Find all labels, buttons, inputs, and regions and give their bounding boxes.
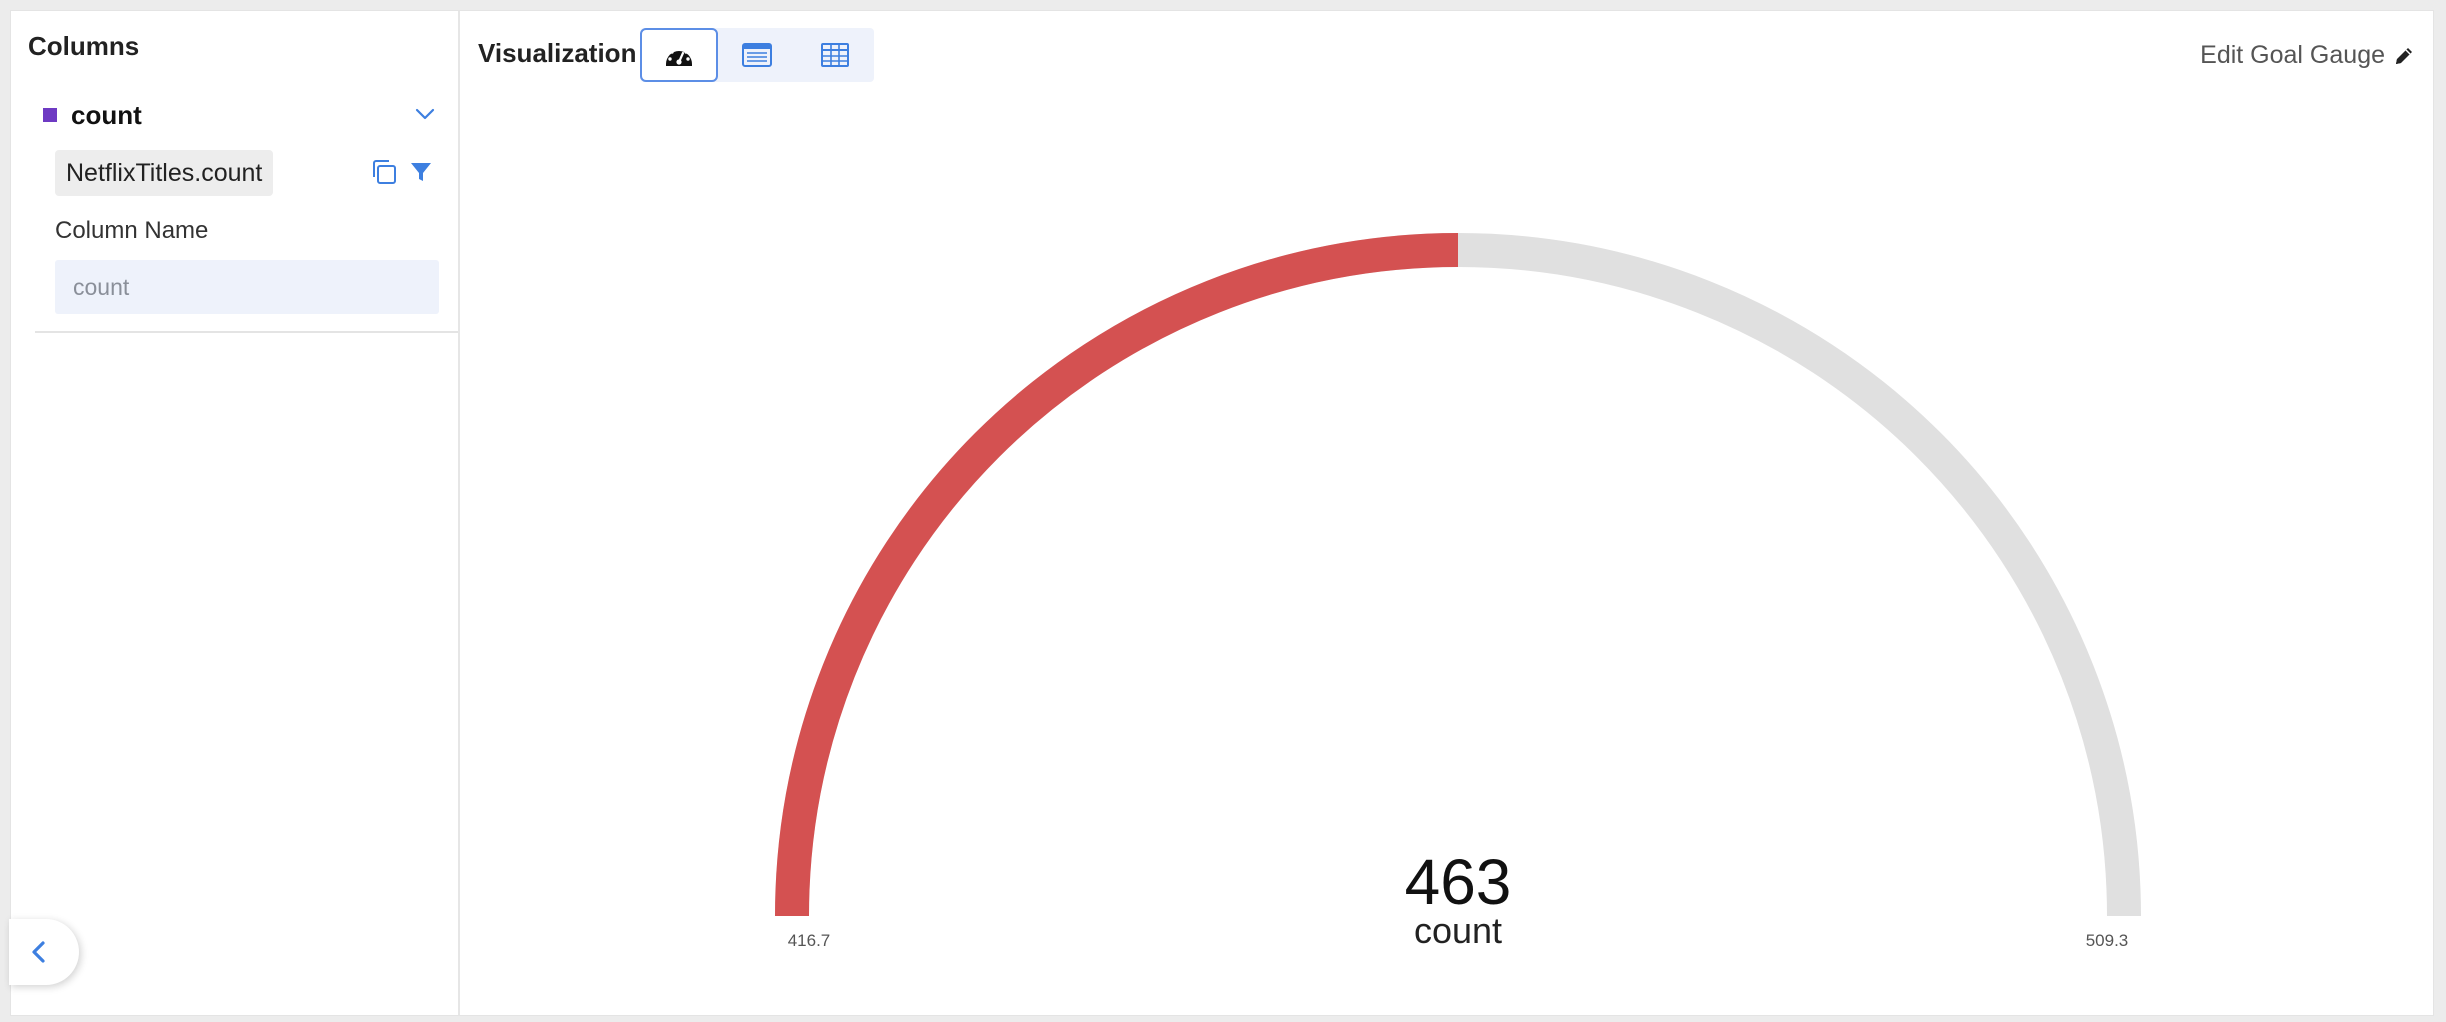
pencil-icon — [2396, 47, 2412, 64]
visualization-label: Visualization — [478, 38, 637, 68]
visualization-panel: Visualization — [460, 11, 2433, 1015]
goal-gauge-chart: 463 count 416.7 509.3 — [775, 233, 2141, 951]
edit-goal-gauge-link[interactable]: Edit Goal Gauge — [2200, 41, 2415, 70]
list-card-icon — [742, 43, 772, 67]
gauge-max-label: 509.3 — [2086, 931, 2129, 950]
gauge-min-label: 416.7 — [788, 931, 831, 950]
gauge-value: 463 — [1405, 846, 1512, 918]
filter-icon[interactable] — [409, 160, 433, 184]
column-name-label: Column Name — [55, 217, 209, 244]
columns-panel-title: Columns — [28, 31, 140, 61]
table-grid-icon — [821, 43, 849, 67]
collapse-panel-button[interactable] — [9, 919, 79, 985]
viz-list-button[interactable] — [718, 28, 796, 82]
column-name-input[interactable] — [55, 260, 439, 314]
copy-icon[interactable] — [370, 158, 398, 186]
visualization-type-selector — [640, 28, 874, 82]
speedometer-icon — [666, 47, 692, 66]
column-source-chip: NetflixTitles.count — [55, 150, 274, 196]
gauge-label: count — [1414, 910, 1502, 951]
chevron-down-icon[interactable] — [415, 107, 435, 121]
panel-divider — [35, 331, 458, 333]
column-name: count — [71, 100, 142, 130]
column-color-swatch — [43, 108, 57, 122]
viz-goal-gauge-button[interactable] — [640, 28, 718, 82]
app-frame: Columns count NetflixTitles.count Column… — [9, 10, 2434, 1016]
columns-panel: Columns count NetflixTitles.count Column… — [11, 11, 460, 1015]
edit-goal-gauge-label: Edit Goal Gauge — [2200, 41, 2385, 69]
gauge-track — [775, 233, 2141, 917]
gauge-fill-arc — [775, 233, 1459, 917]
chevron-left-icon — [32, 941, 45, 963]
viz-table-button[interactable] — [796, 28, 874, 82]
